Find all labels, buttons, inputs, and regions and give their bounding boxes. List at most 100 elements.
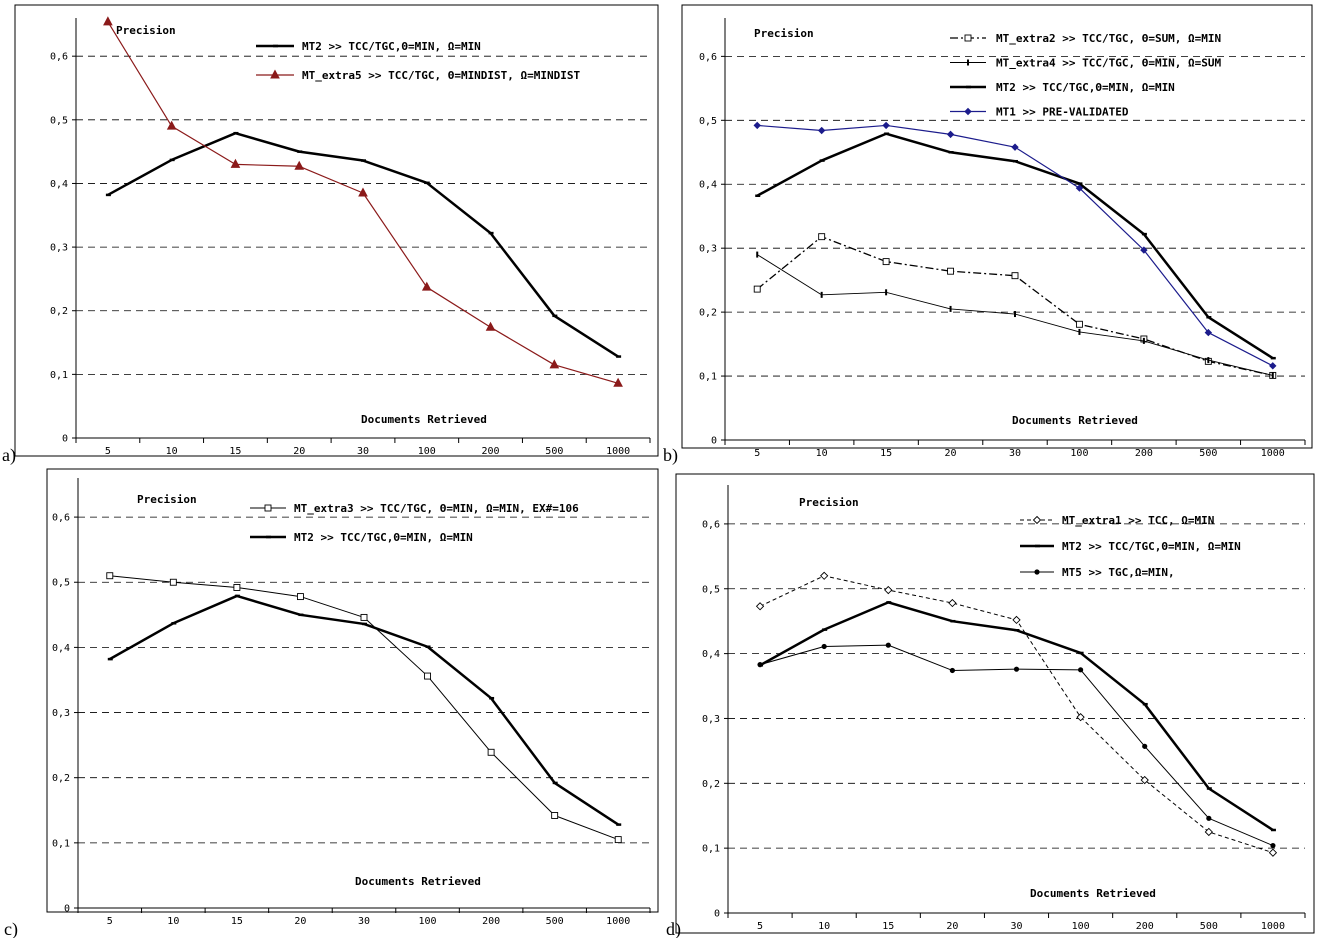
data-point xyxy=(1013,666,1020,672)
y-tick-label: 0,5 xyxy=(50,115,68,126)
chart-frame xyxy=(14,4,659,457)
data-point xyxy=(1268,848,1278,857)
x-tick-label: 20 xyxy=(293,446,305,457)
y-tick-label: 0,1 xyxy=(702,844,720,855)
x-tick-label: 20 xyxy=(946,921,958,932)
x-tick-label: 15 xyxy=(880,448,892,459)
legend-label: MT2 >> TCC/TGC,Θ=MIN, Ω=MIN xyxy=(302,40,481,53)
x-tick-label: 10 xyxy=(818,921,830,932)
chart-panel-4: d) 0 0,1 0,2 0,3 0,4 0,5 0,6 5 10 15 20 30 100 200 500 1… xyxy=(666,473,1315,938)
x-tick-label: 15 xyxy=(229,446,241,457)
chart-frame xyxy=(675,473,1315,934)
y-tick-label: 0,5 xyxy=(702,584,720,595)
data-point xyxy=(1011,272,1019,280)
chart-panel-1: a) 0 0,1 0,2 0,3 0,4 0,5 0,6 5 10 15 20 30 100 200 500 1… xyxy=(2,4,659,466)
data-point xyxy=(947,267,955,275)
panel-letter: d) xyxy=(666,919,681,938)
data-point xyxy=(949,667,955,674)
x-tick-label: 100 xyxy=(418,446,436,457)
data-point xyxy=(753,285,761,293)
data-point xyxy=(821,643,827,650)
y-axis-title: Precision xyxy=(754,27,814,40)
panel-letter: c) xyxy=(4,919,18,938)
y-tick-label: 0,3 xyxy=(52,708,70,719)
data-point xyxy=(106,572,114,580)
x-tick-label: 5 xyxy=(754,448,760,459)
x-tick-label: 1000 xyxy=(606,446,630,457)
x-tick-label: 10 xyxy=(166,446,178,457)
y-tick-label: 0,5 xyxy=(699,116,717,127)
data-point xyxy=(166,120,177,130)
y-tick-label: 0,1 xyxy=(52,838,70,849)
y-tick-label: 0,4 xyxy=(702,649,720,660)
chart-frame xyxy=(681,4,1313,449)
y-axis-title: Precision xyxy=(137,493,197,506)
data-point xyxy=(948,598,957,608)
chart-panel-2: b) 0 0,1 0,2 0,3 0,4 0,5 0,6 5 10 15 20 30 100 200 500 1… xyxy=(663,4,1313,466)
x-tick-label: 10 xyxy=(167,916,179,927)
legend-marker xyxy=(964,34,972,42)
x-tick-label: 500 xyxy=(545,446,563,457)
legend-marker xyxy=(1034,569,1040,575)
y-tick-label: 0 xyxy=(711,436,717,447)
x-axis-title: Documents Retrieved xyxy=(1030,887,1156,900)
data-point xyxy=(1204,827,1213,837)
x-tick-label: 200 xyxy=(1136,921,1154,932)
y-tick-label: 0,2 xyxy=(702,779,720,790)
x-tick-label: 5 xyxy=(107,916,113,927)
data-point xyxy=(358,187,368,197)
x-tick-label: 1000 xyxy=(1261,921,1285,932)
data-point xyxy=(1075,320,1083,328)
data-point xyxy=(424,672,432,680)
x-tick-label: 10 xyxy=(816,448,828,459)
legend-label: MT2 >> TCC/TGC,Θ=MIN, Ω=MIN xyxy=(996,81,1175,94)
y-tick-label: 0,4 xyxy=(50,179,68,190)
x-tick-label: 5 xyxy=(105,446,111,457)
x-tick-label: 15 xyxy=(882,921,894,932)
x-tick-label: 500 xyxy=(1200,921,1218,932)
x-tick-label: 30 xyxy=(1009,448,1021,459)
series-1 xyxy=(755,571,1278,857)
x-axis-title: Documents Retrieved xyxy=(1012,414,1138,427)
x-tick-label: 500 xyxy=(1199,448,1217,459)
data-point xyxy=(1206,815,1212,821)
data-point xyxy=(1140,775,1149,785)
x-tick-label: 30 xyxy=(1010,921,1022,932)
data-point xyxy=(1012,615,1021,625)
y-tick-label: 0,1 xyxy=(699,372,717,383)
data-point xyxy=(817,126,826,135)
data-point xyxy=(1075,184,1084,192)
data-point xyxy=(757,662,763,668)
data-point xyxy=(169,578,177,586)
y-tick-label: 0,3 xyxy=(50,243,68,254)
data-point xyxy=(1076,713,1085,722)
data-point xyxy=(884,585,893,595)
series-2 xyxy=(103,16,623,387)
x-tick-label: 20 xyxy=(294,916,306,927)
y-tick-label: 0,6 xyxy=(52,513,70,524)
data-point xyxy=(1269,362,1277,370)
legend-marker xyxy=(270,69,280,79)
x-tick-label: 100 xyxy=(1072,921,1090,932)
y-axis-title: Precision xyxy=(799,496,859,509)
x-axis-title: Documents Retrieved xyxy=(361,413,487,426)
panel-letter: b) xyxy=(663,445,678,466)
y-tick-label: 0 xyxy=(714,909,720,920)
series-2 xyxy=(756,251,1274,379)
series-2 xyxy=(107,594,622,826)
data-point xyxy=(1140,246,1148,254)
data-point xyxy=(233,584,241,591)
x-tick-label: 15 xyxy=(231,916,243,927)
legend-label: MT_extra1 >> TCC, Ω=MIN xyxy=(1062,514,1214,527)
data-point xyxy=(818,233,826,241)
data-point xyxy=(1270,842,1276,849)
legend-label: MT_extra3 >> TCC/TGC, Θ=MIN, Ω=MIN, EX#=… xyxy=(294,502,579,515)
data-point xyxy=(294,160,305,170)
y-tick-label: 0,3 xyxy=(702,714,720,725)
legend-label: MT_extra5 >> TCC/TGC, Θ=MINDIST, Ω=MINDI… xyxy=(302,69,581,82)
y-tick-label: 0,6 xyxy=(699,52,717,63)
y-tick-label: 0,5 xyxy=(52,578,70,589)
x-tick-label: 1000 xyxy=(606,916,630,927)
data-point xyxy=(485,321,496,331)
